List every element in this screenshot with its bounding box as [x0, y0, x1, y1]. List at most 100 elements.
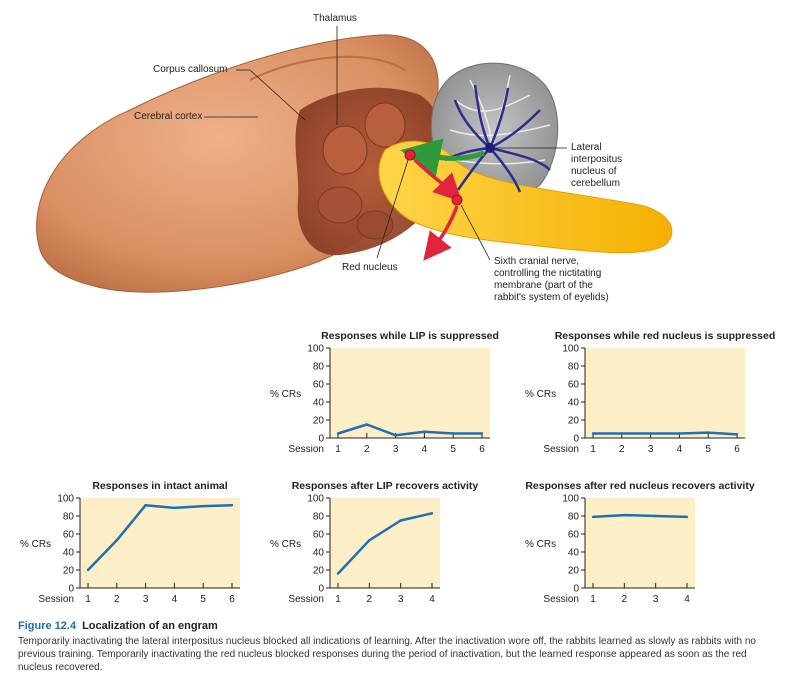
chart-lip-suppressed: Responses while LIP is suppressed 0 20 40 60…: [265, 328, 520, 468]
y-tick-label: 0: [318, 434, 324, 445]
x-tick-label: 1: [590, 594, 596, 605]
chart-svg: Responses after LIP recovers activity 0 20…: [270, 480, 479, 605]
caption-title: Figure 12.4 Localization of an engram: [18, 620, 778, 632]
data-point: [365, 423, 368, 426]
caption-text: Temporarily inactivating the lateral int…: [18, 636, 756, 673]
data-point: [480, 432, 484, 435]
data-point: [173, 506, 176, 510]
leader-lines: [204, 26, 567, 261]
y-tick-label: 20: [568, 566, 580, 577]
data-point: [735, 433, 739, 436]
red-nucleus-label: Red nucleus: [342, 262, 398, 273]
data-point: [230, 504, 234, 507]
x-tick-label: 2: [367, 594, 373, 605]
x-tick-label: 2: [114, 594, 120, 605]
nerve-output-arrow: [423, 205, 459, 261]
data-point: [423, 430, 426, 433]
y-tick-label: 40: [568, 548, 580, 559]
y-tick-label: 80: [568, 512, 580, 523]
plot-background: [585, 498, 695, 588]
x-tick-label: 1: [85, 594, 91, 605]
data-point: [202, 504, 205, 508]
chart-title: Responses in intact animal: [92, 480, 227, 492]
x-tick-label: 3: [393, 444, 399, 455]
data-point: [144, 504, 147, 507]
data-point: [399, 519, 402, 522]
y-tick-label: 40: [313, 548, 325, 559]
y-tick-label: 40: [63, 548, 75, 559]
series-line: [87, 503, 233, 571]
chart-title: Responses while red nucleus is suppresse…: [555, 330, 775, 342]
chart-title: Responses while LIP is suppressed: [321, 330, 499, 342]
y-tick-label: 60: [63, 530, 75, 541]
x-tick-label: 2: [619, 444, 625, 455]
lip-to-red-arrow: [400, 138, 485, 178]
y-tick-label: 80: [313, 362, 325, 373]
chart-title: Responses after LIP recovers activity: [292, 480, 479, 492]
sixth-nerve-dot: [451, 194, 463, 206]
x-tick-label: 5: [200, 594, 206, 605]
x-tick-label: 4: [172, 594, 178, 605]
x-tick-label: 3: [653, 594, 659, 605]
x-axis-label: Session: [543, 444, 579, 455]
y-tick-label: 100: [307, 344, 324, 355]
y-tick-label: 60: [568, 380, 580, 391]
x-tick-label: 3: [143, 594, 149, 605]
y-tick-label: 20: [313, 416, 325, 427]
thalamus-label: Thalamus: [313, 13, 357, 24]
data-point: [685, 515, 689, 519]
data-point: [452, 432, 455, 435]
x-tick-label: 4: [677, 444, 683, 455]
y-tick-label: 60: [568, 530, 580, 541]
red-nucleus-dot: [404, 149, 416, 161]
y-axis-label: % CRs: [525, 389, 556, 400]
data-point: [591, 432, 595, 435]
y-tick-label: 0: [573, 584, 579, 595]
x-tick-label: 3: [398, 594, 404, 605]
x-tick-label: 6: [479, 444, 485, 455]
y-tick-label: 80: [313, 512, 325, 523]
y-tick-label: 100: [307, 494, 324, 505]
y-tick-label: 20: [63, 566, 75, 577]
chart-intact: Responses in intact animal 0 20 40 60 80 100 % …: [15, 478, 270, 618]
y-tick-label: 100: [57, 494, 74, 505]
y-axis-label: % CRs: [525, 539, 556, 550]
brainstem-shape: [378, 140, 673, 254]
y-tick-label: 100: [562, 344, 579, 355]
x-axis-label: Session: [288, 444, 324, 455]
figure-number: Figure 12.4: [18, 620, 77, 632]
plot-background: [330, 498, 440, 588]
y-tick-label: 20: [568, 416, 580, 427]
y-tick-label: 80: [568, 362, 580, 373]
data-point: [654, 514, 657, 518]
chart-title: Responses after red nucleus recovers act…: [525, 480, 755, 492]
data-point: [368, 539, 371, 542]
y-tick-label: 0: [573, 434, 579, 445]
x-tick-label: 5: [705, 444, 711, 455]
plot-background: [585, 348, 745, 438]
series-line: [593, 431, 738, 436]
chart-svg: Responses after red nucleus recovers act…: [525, 480, 755, 605]
x-tick-label: 2: [622, 594, 628, 605]
x-tick-label: 4: [684, 594, 690, 605]
data-point: [591, 515, 595, 519]
chart-svg: Responses while red nucleus is suppresse…: [525, 330, 775, 455]
series-line: [592, 513, 688, 519]
lip-label: Lateral interpositus nucleus of cerebell…: [571, 142, 623, 189]
lip-nucleus-dot: [485, 143, 495, 153]
x-tick-label: 5: [450, 444, 456, 455]
y-tick-label: 40: [568, 398, 580, 409]
y-tick-label: 0: [68, 584, 74, 595]
y-tick-label: 100: [562, 494, 579, 505]
y-tick-label: 0: [318, 584, 324, 595]
y-tick-label: 40: [313, 398, 325, 409]
x-tick-label: 1: [335, 594, 341, 605]
plot-background: [80, 498, 240, 588]
data-point: [707, 431, 710, 434]
y-tick-label: 80: [63, 512, 75, 523]
data-point: [623, 513, 626, 517]
x-tick-label: 4: [422, 444, 428, 455]
brain-illustration: [36, 26, 673, 293]
x-axis-label: Session: [38, 594, 74, 605]
chart-lip-recovers: Responses after LIP recovers activity 0 20…: [265, 478, 520, 618]
